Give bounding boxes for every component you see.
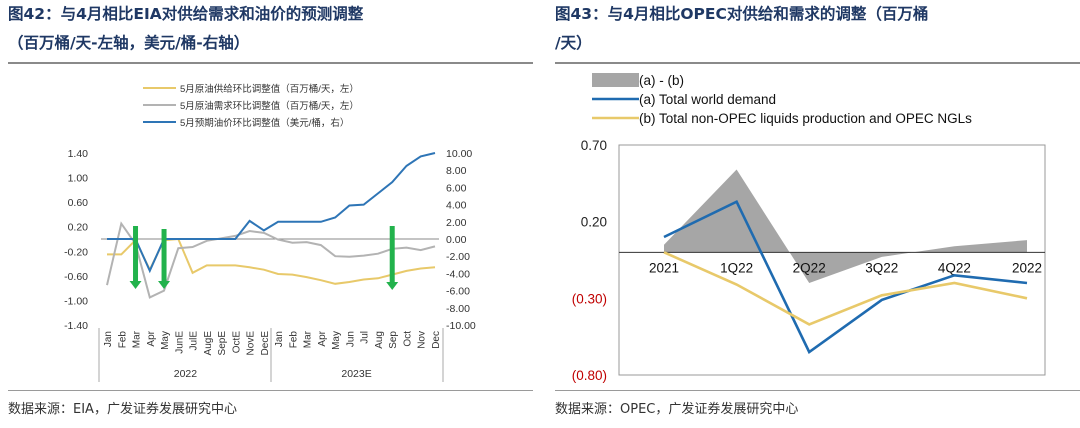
x-tick-label: 1Q22: [720, 260, 753, 275]
figure-42-source: 数据来源：EIA，广发证券发展研究中心: [8, 402, 237, 417]
series-line-price: [107, 152, 436, 274]
series-line-supply: [107, 237, 436, 285]
figure-42-title: 图42：与4月相比EIA对供给需求和油价的预测调整 （百万桶/天-左轴，美元/桶…: [8, 0, 533, 58]
arrow-head: [129, 281, 142, 289]
legend-label: (a) Total world demand: [639, 92, 776, 107]
x-tick-label: SepE: [217, 331, 228, 356]
y-left-tick: -0.20: [64, 246, 88, 258]
legend-label-price: 5月预期油价环比调整值（美元/桶，右）: [180, 117, 349, 129]
y-right-tick: 0.00: [446, 234, 467, 246]
arrow-shaft: [133, 226, 139, 283]
x-tick-label: Jul: [360, 331, 371, 344]
y-left-tick: -0.60: [64, 271, 88, 283]
x-tick-label: Apr: [317, 330, 328, 346]
figure-42-title-line1: 图42：与4月相比EIA对供给需求和油价的预测调整: [8, 5, 364, 23]
series-line-total-world-demand: [663, 199, 1028, 354]
x-tick-label: May: [331, 331, 342, 350]
arrow-shaft: [389, 226, 395, 284]
figure-42-top-rule: [8, 62, 533, 64]
down-arrow-annotation: [386, 226, 399, 290]
x-tick-label: Jun: [345, 331, 356, 347]
figure-43-chart: 0.70 0.20 (0.30) (0.80) 2021 1Q22 2Q22 3Q22 4Q22…: [572, 73, 1046, 383]
legend-label: (a) - (b): [639, 73, 684, 88]
arrow-head: [158, 281, 171, 289]
y-left-tick: 1.40: [68, 148, 89, 160]
x-tick-label: 4Q22: [938, 260, 971, 275]
y-right-tick: 6.00: [446, 182, 467, 194]
figure-42: 图42：与4月相比EIA对供给需求和油价的预测调整 （百万桶/天-左轴，美元/桶…: [8, 0, 533, 428]
figure-42-bottom-rule: [8, 390, 533, 391]
y-right-tick: -8.00: [446, 303, 470, 315]
figure-42-chart: 5月原油供给环比调整值（百万桶/天，左） 5月原油需求环比调整值（百万桶/天，左）…: [64, 83, 476, 382]
x-tick-label: Jan: [103, 331, 114, 347]
x-tick-label: 2022: [1012, 260, 1042, 275]
x-tick-label: NovE: [246, 331, 257, 356]
y-left-tick: -1.40: [64, 320, 88, 332]
x-tick-label: Sep: [388, 331, 399, 349]
x-tick-label: JunE: [174, 331, 185, 354]
figure-43-bottom-rule: [555, 390, 1080, 391]
down-arrow-annotation: [158, 229, 171, 289]
legend-label: (b) Total non-OPEC liquids production an…: [639, 111, 972, 126]
x-tick-label: 2Q22: [793, 260, 826, 275]
series-area-a-minus-b: [664, 169, 1027, 283]
x-group-label: 2022: [174, 368, 198, 380]
arrow-head: [386, 282, 399, 290]
x-tick-label: 2021: [649, 260, 679, 275]
series-line-demand: [106, 221, 436, 299]
plot-frame: [618, 144, 1046, 376]
series-line-non-opec-supply: [663, 251, 1028, 326]
figure-43-top-rule: [555, 62, 1080, 64]
x-tick-label: Mar: [303, 330, 314, 348]
x-tick-label: Mar: [132, 330, 143, 348]
y-right-tick: -10.00: [446, 320, 476, 332]
x-tick-label: Feb: [117, 331, 128, 349]
x-group-label: 2023E: [341, 368, 371, 380]
y-right-tick: 4.00: [446, 200, 467, 212]
y-right-tick: -2.00: [446, 251, 470, 263]
y-tick-label: 0.20: [581, 215, 607, 230]
x-tick-label: AugE: [203, 331, 214, 356]
y-left-tick: 0.60: [68, 197, 89, 209]
arrow-shaft: [161, 229, 167, 283]
x-tick-label: Jan: [274, 331, 285, 347]
x-tick-label: 3Q22: [865, 260, 898, 275]
y-left-tick: 1.00: [68, 173, 89, 185]
y-right-tick: 8.00: [446, 165, 467, 177]
figure-43-title: 图43：与4月相比OPEC对供给和需求的调整（百万桶 /天）: [555, 0, 1080, 58]
y-right-tick: -6.00: [446, 286, 470, 298]
legend-label-demand: 5月原油需求环比调整值（百万桶/天，左）: [180, 100, 359, 112]
x-tick-label: Aug: [374, 331, 385, 349]
x-tick-label: JulE: [189, 331, 200, 351]
y-right-tick: -4.00: [446, 268, 470, 280]
figure-43-title-line2: /天）: [555, 34, 592, 52]
x-tick-label: May: [160, 331, 171, 350]
down-arrow-annotation: [129, 226, 142, 289]
y-left-tick: 0.20: [68, 222, 89, 234]
figure-43-source: 数据来源：OPEC，广发证券发展研究中心: [555, 402, 799, 417]
x-tick-label: DecE: [260, 331, 271, 356]
y-left-tick: -1.00: [64, 295, 88, 307]
y-tick-label: (0.80): [572, 368, 607, 383]
legend-swatch-a-minus-b: [592, 73, 639, 87]
x-tick-label: Oct: [402, 331, 413, 347]
x-tick-label: Dec: [431, 331, 442, 349]
x-tick-label: OctE: [231, 331, 242, 354]
y-tick-label: (0.30): [572, 291, 607, 306]
y-right-tick: 2.00: [446, 217, 467, 229]
figure-43-title-line1: 图43：与4月相比OPEC对供给和需求的调整（百万桶: [555, 5, 929, 23]
x-tick-label: Apr: [146, 330, 157, 346]
y-tick-label: 0.70: [581, 138, 607, 153]
x-tick-label: Feb: [288, 331, 299, 349]
y-right-tick: 10.00: [446, 148, 472, 160]
figure-42-title-line2: （百万桶/天-左轴，美元/桶-右轴）: [8, 34, 250, 52]
figure-43: 图43：与4月相比OPEC对供给和需求的调整（百万桶 /天） 0.70 0.20 (…: [555, 0, 1080, 428]
x-tick-label: Nov: [417, 331, 428, 349]
legend-label-supply: 5月原油供给环比调整值（百万桶/天，左）: [180, 83, 359, 95]
